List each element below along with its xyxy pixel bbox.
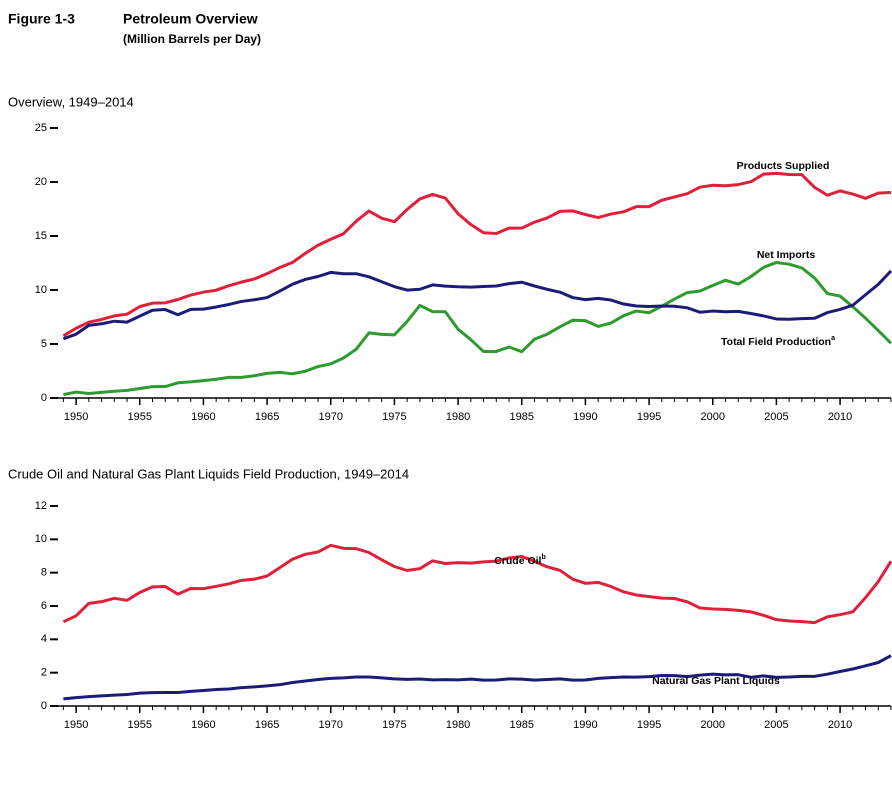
x-tick-label: 1965	[255, 411, 279, 423]
y-tick-label: 25	[35, 122, 47, 134]
series-label: Products Supplied	[737, 160, 830, 172]
x-tick-label: 2010	[828, 411, 852, 423]
series-name: Crude Oil	[494, 555, 541, 567]
y-tick-label: 5	[41, 338, 47, 350]
series-label: Total Field Productiona	[721, 335, 835, 347]
series-name: Natural Gas Plant Liquids	[652, 675, 780, 687]
x-tick-label: 1995	[637, 411, 661, 423]
y-tick-label: 10	[35, 533, 47, 545]
y-tick-label: 0	[41, 700, 47, 712]
series-line	[63, 654, 892, 701]
x-tick-label: 2005	[764, 411, 788, 423]
x-tick-label: 2010	[828, 719, 852, 731]
x-tick-label: 1970	[319, 719, 343, 731]
y-tick-label: 12	[35, 500, 47, 512]
x-tick-label: 1975	[382, 719, 406, 731]
series-label: Net Imports	[757, 249, 816, 261]
series-line	[63, 260, 892, 397]
x-tick-label: 1960	[191, 719, 215, 731]
x-tick-label: 1995	[637, 719, 661, 731]
x-tick-label: 1960	[191, 411, 215, 423]
x-tick-label: 1975	[382, 411, 406, 423]
x-tick-label: 1990	[573, 719, 597, 731]
y-tick-label: 2	[41, 667, 47, 679]
y-tick-label: 20	[35, 176, 47, 188]
x-tick-label: 1980	[446, 719, 470, 731]
series-name: Net Imports	[757, 249, 816, 261]
x-tick-label: 1950	[64, 719, 88, 731]
chart-title: Overview, 1949–2014	[8, 94, 134, 109]
series-name: Products Supplied	[737, 160, 830, 172]
chart-title: Crude Oil and Natural Gas Plant Liquids …	[8, 466, 409, 481]
series-line	[62, 543, 892, 625]
figure-subtitle: (Million Barrels per Day)	[123, 32, 261, 46]
y-tick-label: 4	[41, 633, 47, 645]
figure-number: Figure 1-3	[8, 11, 75, 27]
x-tick-label: 1985	[510, 719, 534, 731]
x-tick-label: 2005	[764, 719, 788, 731]
figure-title: Petroleum Overview	[123, 11, 258, 27]
y-tick-label: 10	[35, 284, 47, 296]
x-tick-label: 1970	[319, 411, 343, 423]
x-tick-label: 1950	[64, 411, 88, 423]
series-line	[62, 171, 892, 338]
series-label: Crude Oilb	[494, 554, 546, 566]
series-line	[62, 269, 892, 341]
y-tick-label: 6	[41, 600, 47, 612]
y-tick-label: 0	[41, 392, 47, 404]
x-tick-label: 1955	[128, 719, 152, 731]
x-tick-label: 2000	[700, 411, 724, 423]
series-label: Natural Gas Plant Liquids	[652, 675, 780, 687]
y-tick-label: 8	[41, 567, 47, 579]
y-tick-label: 15	[35, 230, 47, 242]
x-tick-label: 2000	[700, 719, 724, 731]
series-note: b	[541, 554, 545, 561]
x-tick-label: 1965	[255, 719, 279, 731]
series-name: Total Field Production	[721, 336, 831, 348]
series-note: a	[831, 335, 835, 342]
x-tick-label: 1990	[573, 411, 597, 423]
x-tick-label: 1955	[128, 411, 152, 423]
x-tick-label: 1985	[510, 411, 534, 423]
x-tick-label: 1980	[446, 411, 470, 423]
